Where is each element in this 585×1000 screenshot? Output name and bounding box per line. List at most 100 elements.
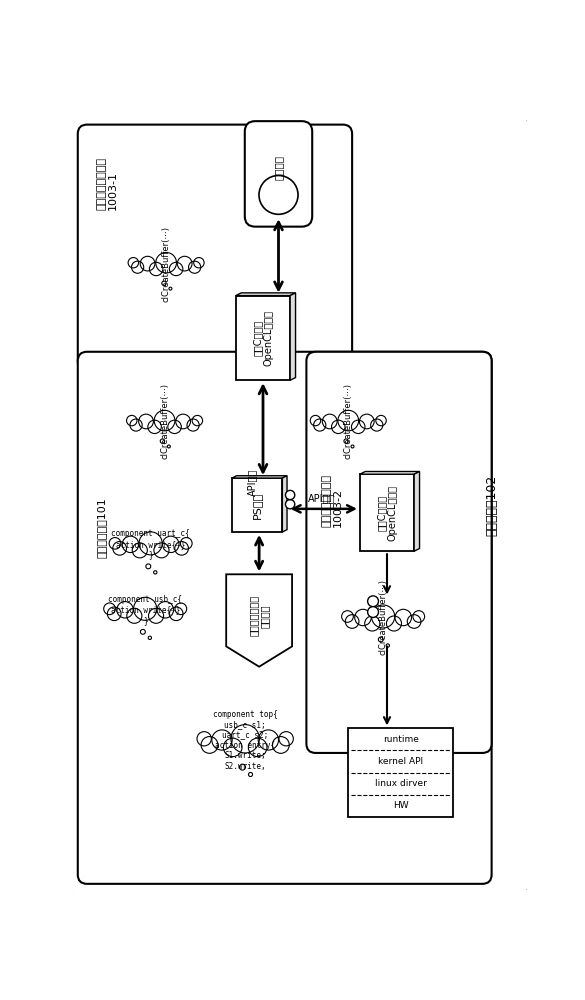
Polygon shape — [226, 574, 292, 667]
Circle shape — [140, 629, 145, 634]
Circle shape — [371, 605, 395, 628]
Circle shape — [149, 608, 164, 623]
Circle shape — [109, 538, 121, 549]
Circle shape — [133, 597, 157, 620]
Circle shape — [279, 732, 293, 746]
Circle shape — [132, 261, 144, 273]
FancyBboxPatch shape — [245, 121, 312, 227]
Circle shape — [223, 738, 242, 757]
Circle shape — [167, 445, 170, 448]
Text: 基于C语言的
OpenCL适配器: 基于C语言的 OpenCL适配器 — [376, 485, 398, 541]
Bar — [236, 296, 290, 380]
Circle shape — [364, 616, 380, 631]
Circle shape — [285, 500, 295, 509]
Text: runtime: runtime — [383, 735, 418, 744]
Circle shape — [117, 602, 133, 618]
Circle shape — [127, 608, 142, 623]
Text: clCreateBuffer(⋯): clCreateBuffer(⋯) — [378, 579, 388, 655]
Circle shape — [273, 737, 289, 753]
Circle shape — [231, 725, 259, 753]
Text: clCreateBuffer(⋯): clCreateBuffer(⋯) — [161, 226, 171, 302]
Circle shape — [413, 611, 425, 622]
Circle shape — [139, 532, 162, 555]
Circle shape — [162, 281, 166, 285]
Circle shape — [170, 262, 183, 276]
Text: 跨多个验证域的
测试激励: 跨多个验证域的 测试激励 — [248, 595, 270, 636]
Text: HW: HW — [393, 801, 408, 810]
Circle shape — [148, 636, 152, 639]
Circle shape — [201, 737, 218, 753]
Polygon shape — [232, 476, 287, 478]
Circle shape — [187, 419, 199, 431]
Text: 外语层（软件域）
1003-2: 外语层（软件域） 1003-2 — [321, 474, 343, 527]
Circle shape — [259, 176, 298, 214]
Polygon shape — [360, 472, 419, 474]
Circle shape — [188, 261, 201, 273]
Text: 基于C语言的
OpenCL适配器: 基于C语言的 OpenCL适配器 — [252, 310, 274, 366]
Circle shape — [156, 252, 177, 273]
Circle shape — [367, 596, 378, 607]
Circle shape — [140, 256, 155, 271]
Circle shape — [169, 287, 172, 290]
Bar — [232, 478, 283, 532]
Circle shape — [154, 410, 175, 431]
Bar — [348, 728, 453, 817]
Circle shape — [239, 764, 246, 770]
Circle shape — [378, 637, 383, 642]
Circle shape — [126, 415, 137, 426]
Circle shape — [344, 439, 348, 443]
Circle shape — [160, 439, 164, 443]
Text: 后端平面层102: 后端平面层102 — [485, 474, 498, 536]
Circle shape — [175, 542, 188, 555]
Circle shape — [371, 419, 383, 431]
Circle shape — [249, 772, 253, 777]
Text: component usb_c{
action write{⋯}
}: component usb_c{ action write{⋯} } — [108, 595, 182, 625]
Circle shape — [177, 256, 192, 271]
Circle shape — [168, 420, 181, 434]
Circle shape — [322, 414, 337, 429]
Circle shape — [176, 414, 191, 429]
Text: kernel API: kernel API — [378, 757, 423, 766]
Circle shape — [387, 616, 401, 631]
Circle shape — [169, 607, 183, 621]
Text: API通道: API通道 — [308, 493, 335, 503]
Circle shape — [386, 644, 390, 647]
Circle shape — [146, 564, 151, 569]
Circle shape — [376, 415, 386, 426]
FancyBboxPatch shape — [78, 352, 491, 884]
Circle shape — [113, 542, 126, 555]
Circle shape — [157, 602, 174, 618]
Circle shape — [367, 607, 378, 617]
Circle shape — [154, 543, 169, 558]
Polygon shape — [414, 472, 419, 551]
Circle shape — [128, 258, 139, 268]
Circle shape — [285, 490, 295, 500]
Circle shape — [345, 615, 359, 628]
Text: clCreateBuffer(⋯): clCreateBuffer(⋯) — [160, 383, 169, 459]
Text: linux dirver: linux dirver — [374, 779, 426, 788]
Polygon shape — [290, 293, 295, 380]
Circle shape — [359, 414, 374, 429]
Circle shape — [351, 445, 354, 448]
Text: PS平台: PS平台 — [252, 491, 262, 519]
Circle shape — [139, 414, 153, 429]
Text: clCreateBuffer(⋯): clCreateBuffer(⋯) — [344, 383, 353, 459]
Circle shape — [149, 262, 163, 276]
Circle shape — [175, 603, 187, 615]
Circle shape — [342, 611, 353, 622]
Circle shape — [197, 732, 211, 746]
Bar — [360, 474, 414, 551]
Text: 可移植激励层101: 可移植激励层101 — [97, 497, 106, 558]
Text: 测试环境: 测试环境 — [274, 155, 284, 180]
FancyBboxPatch shape — [78, 125, 352, 370]
Circle shape — [148, 420, 161, 434]
Circle shape — [108, 607, 121, 621]
Circle shape — [122, 536, 139, 553]
Text: API通道: API通道 — [247, 468, 257, 496]
Circle shape — [355, 609, 371, 626]
Circle shape — [314, 419, 326, 431]
Circle shape — [192, 415, 202, 426]
Circle shape — [163, 536, 179, 553]
Circle shape — [104, 603, 115, 615]
Text: component uart_c{
action write{⋯}
}: component uart_c{ action write{⋯} } — [111, 529, 190, 559]
